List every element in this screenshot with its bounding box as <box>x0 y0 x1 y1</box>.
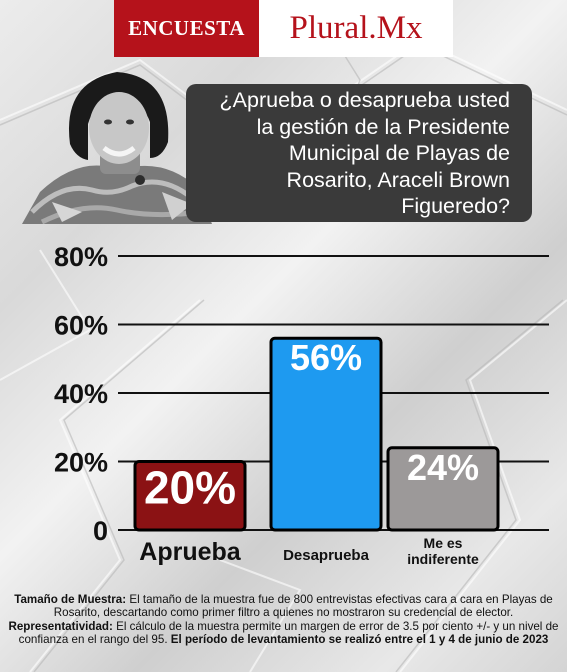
bar-value-label: 24% <box>407 447 479 488</box>
representativeness-text: El cálculo de la muestra permite un marg… <box>18 619 559 646</box>
bar-2 <box>269 336 383 532</box>
y-tick-label: 60% <box>54 311 108 341</box>
fieldwork-period-text: El período de levantamiento se realizó e… <box>170 632 549 646</box>
category-label: Aprueba <box>139 538 242 566</box>
category-label: Desaprueba <box>283 547 370 564</box>
bar-1 <box>133 460 247 532</box>
y-tick-label: 80% <box>54 242 108 272</box>
bar-value-label: 56% <box>290 337 362 378</box>
candidate-portrait <box>22 72 212 224</box>
brand-logo: ENCUESTA Plural.Mx <box>114 0 453 57</box>
sample-size-label: Tamaño de Muestra: <box>14 593 127 606</box>
bar-value-label: 20% <box>144 462 236 514</box>
y-tick-label: 40% <box>54 379 108 409</box>
y-tick-label: 20% <box>54 448 108 478</box>
bar-3 <box>386 446 500 532</box>
approval-bar-chart: 0 20% 40% 60% 80% 20% 56% 24% Aprueba Desaprueba M… <box>54 242 549 567</box>
brand-pluralmx: Plural.Mx <box>259 0 453 57</box>
representativeness-label: Representatividad: <box>8 619 113 633</box>
sample-size-text: El tamaño de la muestra fue de 800 entre… <box>53 593 553 620</box>
category-label: Me es <box>424 535 463 551</box>
category-label: indiferente <box>407 551 479 567</box>
y-tick-label: 0 <box>93 516 108 546</box>
methodology-footnote: Tamaño de Muestra: El tamaño de la muest… <box>6 593 561 646</box>
brand-encuesta: ENCUESTA <box>114 0 259 57</box>
survey-question: ¿Aprueba o desaprueba usted la gestión d… <box>186 84 532 222</box>
